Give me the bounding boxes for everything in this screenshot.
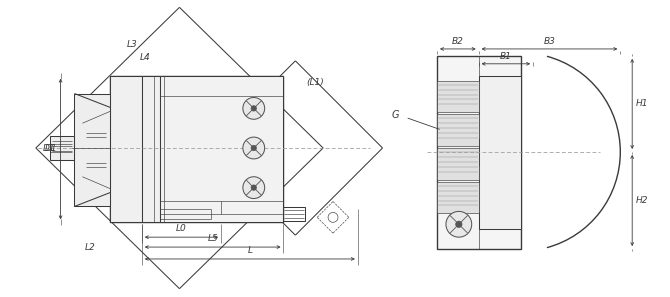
Bar	[437, 81, 478, 112]
Text: (L1): (L1)	[306, 78, 324, 87]
Text: H1: H1	[636, 99, 649, 108]
Bar	[437, 182, 478, 213]
Text: H2: H2	[636, 196, 649, 205]
Bar	[74, 94, 110, 206]
Text: B1: B1	[500, 52, 512, 61]
Text: L: L	[247, 246, 253, 255]
Bar	[110, 76, 142, 222]
Bar	[437, 56, 521, 249]
Circle shape	[456, 221, 462, 228]
Text: L5: L5	[207, 234, 218, 243]
Text: D1: D1	[43, 145, 56, 154]
Text: B3: B3	[543, 37, 555, 46]
Bar	[283, 207, 306, 221]
Text: L0: L0	[176, 224, 187, 233]
Circle shape	[446, 211, 472, 237]
Text: G: G	[392, 110, 399, 120]
Text: D1: D1	[45, 143, 58, 152]
Text: B2: B2	[452, 37, 464, 46]
Circle shape	[243, 137, 265, 159]
Circle shape	[243, 177, 265, 198]
Bar	[437, 148, 478, 180]
Bar	[142, 76, 159, 222]
Text: L3: L3	[127, 40, 137, 50]
Bar	[159, 76, 283, 222]
Bar	[50, 136, 74, 160]
Circle shape	[251, 185, 257, 190]
Bar	[110, 76, 283, 222]
Circle shape	[243, 97, 265, 119]
Bar	[478, 76, 521, 229]
Circle shape	[251, 106, 257, 111]
Circle shape	[251, 145, 257, 151]
Text: L2: L2	[85, 243, 96, 252]
Bar	[437, 114, 478, 146]
Text: L4: L4	[139, 53, 150, 62]
